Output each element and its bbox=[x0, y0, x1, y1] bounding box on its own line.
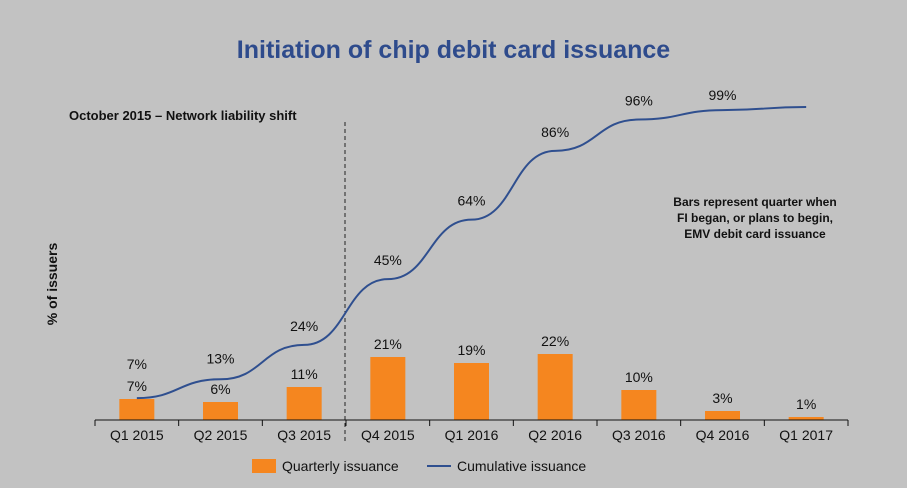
line-value-label: 45% bbox=[374, 252, 402, 268]
x-tick-label: Q1 2015 bbox=[110, 427, 164, 443]
bar-quarterly bbox=[370, 357, 406, 420]
chart-title: Initiation of chip debit card issuance bbox=[236, 36, 671, 64]
line-value-label: 7% bbox=[127, 356, 147, 372]
legend-item-cumulative: Cumulative issuance bbox=[427, 458, 586, 474]
bar-quarterly bbox=[705, 411, 740, 420]
x-tick-label: Q4 2015 bbox=[361, 427, 415, 443]
legend-label-cumulative: Cumulative issuance bbox=[457, 458, 587, 474]
x-tick-label: Q2 2015 bbox=[194, 427, 248, 443]
x-tick-label: Q3 2016 bbox=[612, 427, 666, 443]
cumulative-series-line bbox=[136, 106, 807, 400]
bar-quarterly bbox=[286, 387, 322, 420]
bar-value-label: 11% bbox=[291, 366, 318, 382]
bar-value-label: 1% bbox=[796, 396, 816, 412]
line-value-label: 13% bbox=[206, 350, 234, 366]
bars-note-line: FI began, or plans to begin, bbox=[676, 211, 833, 225]
bar-quarterly bbox=[119, 399, 155, 420]
bar-value-label: 21% bbox=[374, 336, 402, 352]
bar-quarterly bbox=[537, 354, 573, 420]
x-tick-label: Q1 2017 bbox=[779, 427, 833, 443]
bar-value-label: 3% bbox=[712, 390, 732, 406]
bar-value-label: 6% bbox=[210, 381, 230, 397]
line-value-label: 86% bbox=[541, 124, 569, 140]
x-tick-label: Q3 2015 bbox=[277, 427, 331, 443]
labels-layer: 7% 6% 11% 21% 19% 22% 10% 3% 1% 7% 13% 24% 45% 64% 86%… bbox=[127, 87, 817, 412]
x-tick-label: Q4 2016 bbox=[696, 427, 750, 443]
bar-value-label: 7% bbox=[127, 378, 147, 394]
legend-swatch-line bbox=[427, 465, 451, 467]
line-value-label: 64% bbox=[457, 193, 485, 209]
legend-item-quarterly: Quarterly issuance bbox=[252, 458, 399, 474]
event-annotation: October 2015 – Network liability shift bbox=[69, 108, 297, 123]
line-value-label: 96% bbox=[625, 93, 653, 109]
bars-note-line: EMV debit card issuance bbox=[684, 227, 826, 241]
bar-quarterly bbox=[203, 402, 238, 420]
legend-swatch-bar bbox=[252, 459, 276, 473]
legend-label-quarterly: Quarterly issuance bbox=[282, 458, 399, 474]
x-ticks-layer: Q1 2015 Q2 2015 Q3 2015 Q4 2015 Q1 2016 Q2 20… bbox=[94, 420, 849, 443]
bar-quarterly bbox=[621, 390, 657, 420]
x-tick-label: Q1 2016 bbox=[445, 427, 499, 443]
bar-value-label: 10% bbox=[625, 369, 653, 385]
bar-value-label: 19% bbox=[457, 342, 485, 358]
bar-quarterly bbox=[454, 363, 489, 420]
line-value-label: 99% bbox=[708, 87, 736, 103]
bars-note: Bars represent quarter when FI began, or… bbox=[645, 194, 865, 242]
bars-layer bbox=[119, 354, 824, 420]
y-axis-label: % of issuers bbox=[44, 242, 60, 326]
x-tick-label: Q2 2016 bbox=[528, 427, 582, 443]
bar-value-label: 22% bbox=[541, 333, 569, 349]
bar-quarterly bbox=[788, 417, 824, 420]
bars-note-line: Bars represent quarter when bbox=[673, 195, 837, 209]
line-value-label: 24% bbox=[290, 318, 318, 334]
